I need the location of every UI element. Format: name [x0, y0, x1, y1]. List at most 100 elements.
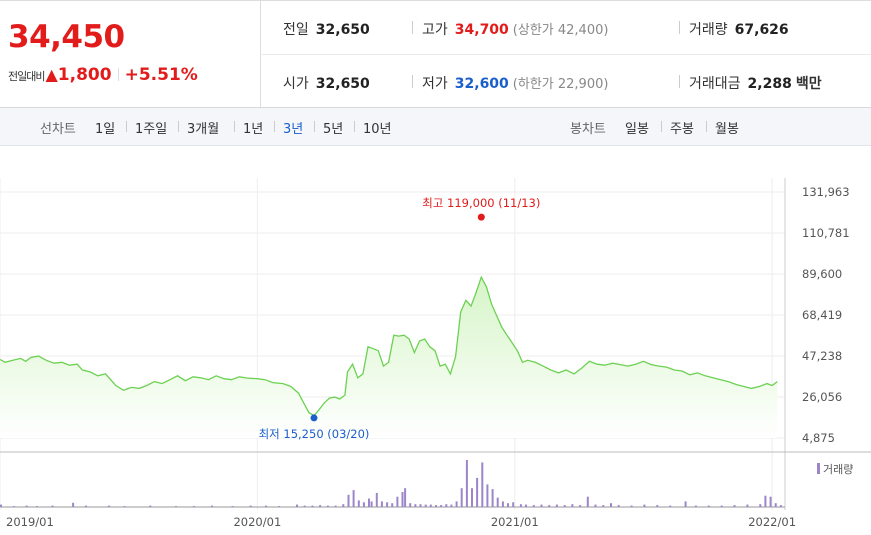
volume-bar [414, 504, 417, 507]
divider [274, 121, 275, 132]
volume-bar [357, 500, 360, 507]
trade-amount-label: 거래대금 [689, 76, 741, 92]
volume-bar [84, 505, 87, 507]
volume-bar [175, 506, 177, 507]
chart-annotations: 최고 119,000 (11/13) 최저 15,250 (03/20) [259, 196, 541, 441]
volume-bar [311, 505, 314, 507]
chart-period-tabs: 선차트 1일 1주일 3개월 1년 3년 5년 10년 봉차트 일봉 주봉 월봉 [0, 108, 871, 146]
open-value: 32,650 [315, 76, 370, 92]
volume-bar [396, 496, 399, 507]
y-tick-label: 68,419 [802, 308, 842, 322]
volume-bar [375, 492, 378, 507]
volume-bar [12, 506, 15, 507]
open-stat: 시가 32,650 [283, 73, 370, 93]
volume-bar [496, 497, 499, 507]
volume-bar [149, 505, 152, 507]
volume-bar [540, 504, 543, 507]
volume-bar [108, 505, 111, 507]
volume-bar [617, 505, 620, 507]
volume-bar [684, 501, 687, 507]
tab-10-years[interactable]: 10년 [363, 122, 392, 137]
volume-bar [669, 505, 672, 507]
volume-bar [36, 506, 38, 507]
tab-monthly-candle[interactable]: 월봉 [715, 122, 739, 137]
volume-bar [764, 495, 767, 507]
volume-bar [455, 501, 458, 507]
volume-bar [779, 505, 782, 507]
tab-1-week[interactable]: 1주일 [135, 122, 168, 137]
tab-daily-candle[interactable]: 일봉 [625, 122, 649, 137]
volume-legend-swatch [817, 463, 820, 474]
trade-amount-unit: 백만 [795, 76, 822, 92]
change-rate: +5.51% [124, 65, 198, 85]
divider [126, 121, 127, 132]
volume-bar [424, 504, 427, 507]
y-tick-label: 110,781 [802, 226, 850, 240]
volume-bar [694, 505, 697, 507]
divider [706, 121, 707, 132]
volume-bar [391, 503, 394, 507]
tab-weekly-candle[interactable]: 주봉 [670, 122, 694, 137]
high-stat: 고가 34,700 (상한가 42,400) [422, 19, 608, 39]
divider [117, 68, 119, 81]
tab-1-year[interactable]: 1년 [243, 122, 264, 137]
volume-bar [445, 504, 448, 507]
volume-bar [507, 503, 509, 507]
chart-axes: 131,963 110,781 89,600 68,419 47,238 26,056 4,… [0, 178, 871, 529]
divider [354, 121, 355, 132]
volume-bar [342, 504, 345, 507]
volume-bar [746, 504, 749, 507]
volume-bar [334, 505, 337, 507]
volume-bar [368, 498, 370, 507]
volume-bar [481, 462, 484, 507]
tab-3-months[interactable]: 3개월 [187, 122, 220, 137]
low-annotation: 최저 15,250 (03/20) [259, 427, 370, 441]
volume-bar [326, 505, 329, 507]
y-tick-label: 26,056 [802, 390, 842, 404]
volume-bar [563, 505, 566, 507]
volume-bar [380, 501, 383, 507]
candle-chart-label: 봉차트 [570, 122, 606, 137]
volume-bar [519, 504, 522, 507]
volume-bar [352, 490, 355, 507]
volume-bar [419, 504, 422, 507]
volume-value: 67,626 [734, 22, 789, 38]
volume-bar [435, 505, 437, 507]
tab-1-day[interactable]: 1일 [95, 122, 116, 137]
current-price: 34,450 [8, 19, 125, 55]
volume-bar [409, 503, 412, 507]
divider [262, 54, 871, 55]
volume-bar [231, 506, 234, 507]
volume-bar [51, 505, 54, 507]
volume-bar [733, 505, 736, 507]
volume-bar [460, 488, 463, 507]
price-area-fill [0, 277, 778, 438]
low-value: 32,600 [454, 76, 509, 92]
volume-bar [249, 505, 252, 507]
prev-close-value: 32,650 [315, 22, 370, 38]
volume-bar [319, 505, 322, 507]
high-label: 고가 [422, 22, 448, 38]
volume-bar [211, 505, 213, 507]
volume-bar [72, 502, 75, 507]
volume-bar [25, 505, 28, 507]
volume-bar [610, 503, 612, 507]
x-tick-label: 2021/01 [491, 515, 539, 529]
volume-bar [525, 504, 527, 507]
high-annotation: 최고 119,000 (11/13) [422, 196, 540, 210]
volume-bar [347, 494, 350, 507]
tab-5-years[interactable]: 5년 [323, 122, 344, 137]
volume-bar [512, 502, 515, 507]
volume-bar [759, 504, 762, 507]
prev-close-label: 전일 [283, 22, 309, 38]
divider [661, 121, 662, 132]
volume-bar [586, 496, 589, 507]
lower-limit: (하한가 22,900) [512, 77, 609, 92]
volume-bar [571, 504, 574, 507]
volume-bar [643, 504, 646, 507]
volume-bar [555, 504, 558, 507]
up-triangle-icon: ▲ [45, 65, 58, 84]
tab-3-years[interactable]: 3년 [283, 122, 304, 137]
low-marker [310, 414, 318, 422]
